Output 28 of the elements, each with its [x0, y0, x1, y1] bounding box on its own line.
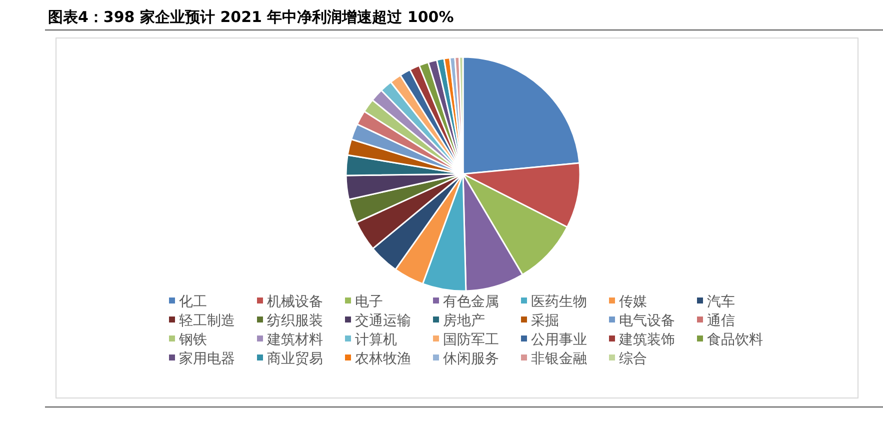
legend-label: 有色金属 — [443, 294, 499, 310]
legend-label: 国防军工 — [443, 332, 499, 348]
legend-label: 医药生物 — [531, 294, 587, 310]
legend-label: 电气设备 — [619, 313, 675, 329]
legend-label: 钢铁 — [178, 332, 207, 348]
legend-label: 计算机 — [355, 332, 397, 348]
legend-label: 通信 — [707, 313, 735, 329]
legend-label: 机械设备 — [267, 294, 323, 310]
legend-label: 汽车 — [707, 294, 735, 310]
legend-label: 非银金融 — [531, 351, 587, 367]
legend-label: 化工 — [179, 294, 207, 310]
legend-label: 纺织服装 — [267, 313, 323, 329]
legend-label: 公用事业 — [531, 332, 587, 348]
legend-label: 休闲服务 — [443, 351, 499, 367]
chart-title: 图表4：398 家企业预计 2021 年中净利润增速超过 100% — [48, 8, 454, 26]
legend-label: 采掘 — [531, 313, 559, 329]
legend-label: 交通运输 — [355, 313, 411, 329]
legend-label: 农林牧渔 — [355, 351, 411, 367]
legend-label: 商业贸易 — [267, 351, 323, 367]
legend-label: 食品饮料 — [707, 332, 763, 348]
legend-label: 传媒 — [619, 294, 647, 310]
legend-label: 建筑材料 — [266, 332, 323, 348]
legend-label: 建筑装饰 — [618, 332, 675, 348]
legend-label: 电子 — [355, 294, 383, 310]
legend-label: 综合 — [619, 351, 647, 367]
legend-label: 轻工制造 — [179, 313, 235, 329]
legend-label: 家用电器 — [179, 351, 235, 367]
legend-label: 房地产 — [443, 313, 485, 329]
